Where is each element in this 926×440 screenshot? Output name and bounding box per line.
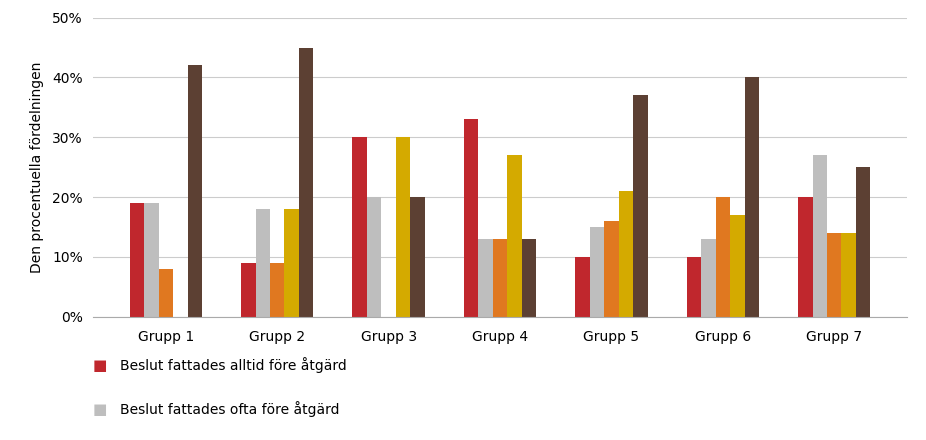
Bar bbox=[353, 137, 367, 317]
Text: ■: ■ bbox=[93, 402, 107, 417]
Bar bbox=[590, 227, 604, 317]
Bar bbox=[507, 155, 521, 317]
Bar bbox=[619, 191, 633, 317]
Bar bbox=[493, 239, 507, 317]
Bar bbox=[130, 203, 144, 317]
Bar bbox=[256, 209, 270, 317]
Y-axis label: Den procentuella fördelningen: Den procentuella fördelningen bbox=[30, 62, 44, 273]
Bar bbox=[241, 263, 256, 317]
Bar bbox=[745, 77, 759, 317]
Bar bbox=[396, 137, 410, 317]
Bar bbox=[856, 167, 870, 317]
Bar bbox=[479, 239, 493, 317]
Bar bbox=[798, 197, 812, 317]
Text: Beslut fattades alltid före åtgärd: Beslut fattades alltid före åtgärd bbox=[120, 357, 347, 373]
Bar bbox=[812, 155, 827, 317]
Bar bbox=[299, 48, 313, 317]
Bar bbox=[270, 263, 284, 317]
Bar bbox=[464, 119, 479, 317]
Bar bbox=[604, 221, 619, 317]
Bar bbox=[730, 215, 745, 317]
Bar bbox=[842, 233, 856, 317]
Bar bbox=[188, 66, 202, 317]
Bar bbox=[410, 197, 425, 317]
Bar bbox=[144, 203, 158, 317]
Bar bbox=[827, 233, 842, 317]
Bar bbox=[575, 257, 590, 317]
Bar bbox=[158, 269, 173, 317]
Bar bbox=[716, 197, 730, 317]
Bar bbox=[367, 197, 382, 317]
Text: ■: ■ bbox=[93, 358, 107, 373]
Text: Beslut fattades ofta före åtgärd: Beslut fattades ofta före åtgärd bbox=[120, 401, 340, 417]
Bar bbox=[633, 95, 647, 317]
Bar bbox=[687, 257, 701, 317]
Bar bbox=[521, 239, 536, 317]
Bar bbox=[284, 209, 299, 317]
Bar bbox=[701, 239, 716, 317]
